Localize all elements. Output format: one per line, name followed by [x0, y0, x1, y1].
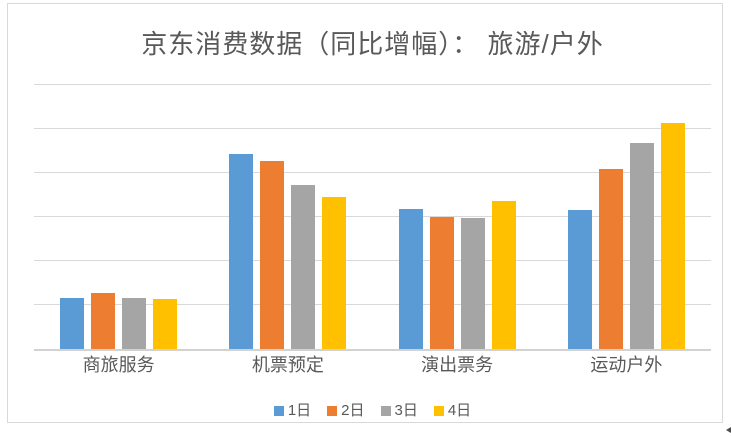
gridline [34, 172, 711, 174]
legend-item-4日: 4日 [433, 402, 472, 419]
legend: 1日 2日 3日 4日 [34, 403, 711, 418]
gridline [34, 304, 711, 306]
legend-label: 3日 [394, 402, 418, 419]
legend-swatch-icon [273, 405, 284, 416]
gridline [34, 216, 711, 218]
gridline [34, 128, 711, 130]
bar-2日-运动户外 [598, 169, 623, 349]
legend-item-1日: 1日 [273, 402, 312, 419]
category-label: 商旅服务 [82, 355, 155, 375]
bar-group-3 [373, 85, 542, 349]
x-axis-line [34, 349, 711, 351]
bar-4日-演出票务 [491, 201, 516, 349]
bar-2日-机票预定 [260, 161, 285, 349]
bar-group-2 [203, 85, 372, 349]
bar-1日-演出票务 [398, 209, 423, 349]
legend-swatch-icon [327, 405, 338, 416]
category-label: 运动户外 [590, 355, 663, 375]
bar-4日-商旅服务 [153, 298, 178, 349]
bar-3日-运动户外 [629, 143, 654, 349]
legend-swatch-icon [380, 405, 391, 416]
gridline [34, 260, 711, 262]
legend-item-2日: 2日 [327, 402, 365, 419]
chart-card: 京东消费数据（同比增幅）： 旅游/户外 商旅服务 机票预定 演出票务 运动户外 1日 2… [7, 3, 723, 423]
bar-group-4 [542, 85, 711, 349]
bar-3日-演出票务 [460, 217, 485, 349]
plot-area [34, 84, 711, 351]
category-label: 机票预定 [251, 355, 324, 375]
legend-label: 2日 [341, 402, 365, 419]
bar-1日-商旅服务 [60, 297, 85, 349]
bar-4日-机票预定 [322, 197, 347, 349]
legend-swatch-icon [433, 405, 444, 416]
category-label: 演出票务 [421, 355, 494, 375]
bar-4日-运动户外 [660, 122, 685, 349]
bar-2日-演出票务 [429, 217, 454, 349]
legend-item-3日: 3日 [380, 402, 418, 419]
gridline [34, 84, 711, 86]
scrollbar-left-arrow-icon[interactable] [726, 427, 731, 433]
bar-2日-商旅服务 [91, 293, 116, 349]
bar-group-1 [34, 85, 203, 349]
bar-3日-商旅服务 [122, 297, 147, 349]
chart-title: 京东消费数据（同比增幅）： 旅游/户外 [141, 29, 604, 59]
category-axis: 商旅服务 机票预定 演出票务 运动户外 [34, 355, 711, 376]
bar-1日-运动户外 [567, 209, 592, 349]
bar-1日-机票预定 [229, 154, 254, 349]
legend-label: 1日 [287, 402, 312, 419]
legend-label: 4日 [447, 402, 472, 419]
bar-3日-机票预定 [291, 184, 316, 349]
